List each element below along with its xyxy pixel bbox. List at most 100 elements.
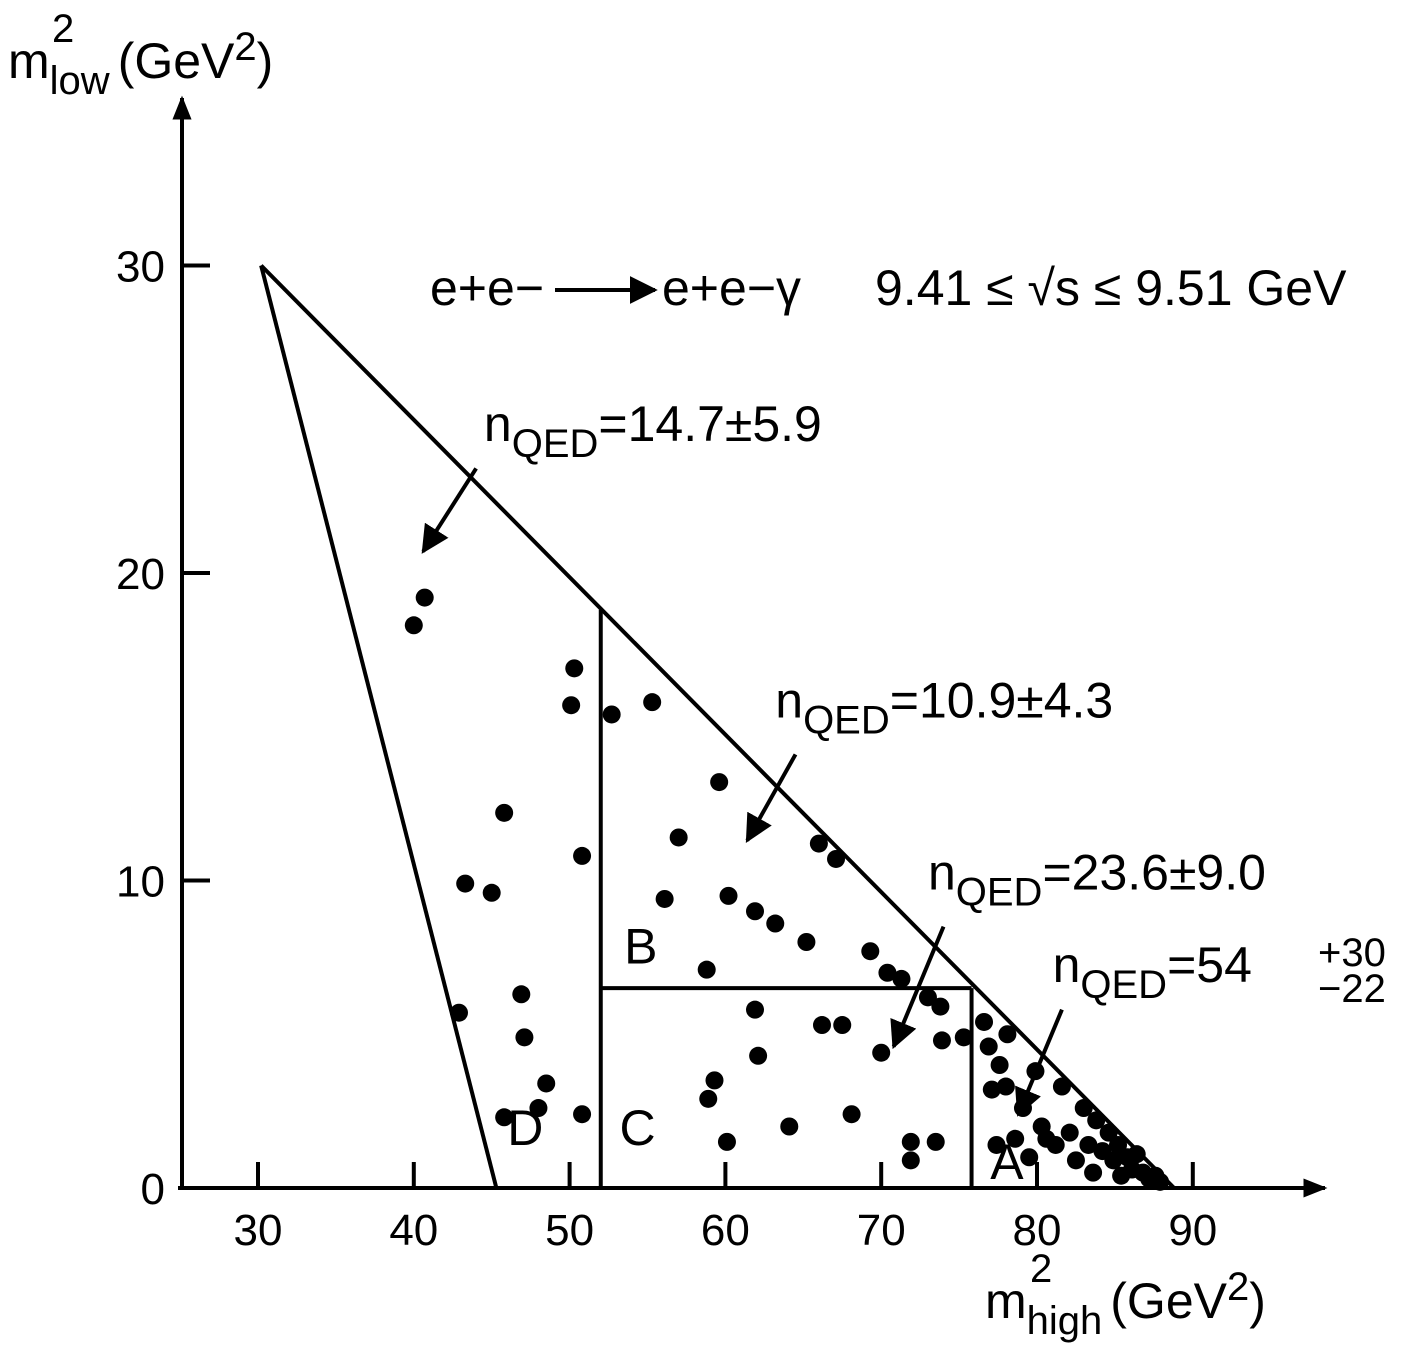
data-point [827,849,846,868]
region-cut-lines [598,609,974,1188]
data-point [697,960,716,979]
data-point [404,616,423,635]
nqed-base: n [928,845,956,901]
reaction-rhs: e+e−γ [662,260,801,316]
data-point [1079,1135,1098,1154]
x-tick-label: 30 [234,1206,283,1255]
data-point [710,773,729,792]
data-point [975,1012,994,1031]
x-tick-label: 80 [1013,1206,1062,1255]
nqed-value: =54 [1167,937,1252,993]
nqed-annotation: nQED=10.9±4.3 [775,673,1113,743]
data-point [495,803,514,822]
y-tick-label: 0 [141,1165,165,1214]
data-point [1006,1129,1025,1148]
data-point [573,1105,592,1124]
x-ticks: 30 40 50 60 70 80 90 [234,1162,1217,1255]
data-point [749,1046,768,1065]
data-point [537,1074,556,1093]
data-point [482,883,501,902]
x-label-unit-sup: 2 [1227,1265,1249,1309]
data-point [1104,1151,1123,1170]
data-point [717,1132,736,1151]
nqed-value: =23.6±9.0 [1042,845,1265,901]
region-label-a: A [990,1134,1024,1190]
x-tick-label: 90 [1168,1206,1217,1255]
nqed-arrow [1015,1008,1064,1117]
x-label-close: ) [1249,1273,1266,1329]
nqed-error-plus: +30 [1318,931,1386,975]
data-point [901,1151,920,1170]
kinematic-boundaries [259,264,1176,1190]
region-label-d: D [507,1100,543,1156]
reaction-lhs: e+e− [430,260,544,316]
data-point [833,1016,852,1035]
data-point [643,693,662,712]
y-label-base: m [8,33,50,89]
data-point [495,1108,514,1127]
region-labels: A B C D [507,919,1024,1190]
x-tick-label: 40 [389,1206,438,1255]
data-point [797,933,816,951]
data-point [932,1031,951,1050]
nqed-value: =10.9±4.3 [890,673,1113,729]
x-label-base: m [985,1273,1027,1329]
nqed-sub: QED [956,871,1043,915]
y-label-sub: low [50,59,110,103]
data-point [1074,1099,1093,1118]
data-point [979,1037,998,1056]
y-tick-label: 20 [116,550,165,599]
y-axis-label: mlow (GeV2) [8,25,273,103]
nqed-annotations: nQED=14.7±5.9nQED=10.9±4.3nQED=23.6±9.0n… [421,396,1386,1117]
data-point [901,1132,920,1151]
data-point [996,1077,1015,1096]
x-tick-label: 60 [701,1206,750,1255]
data-point [529,1099,548,1118]
data-point [565,659,584,678]
data-point [746,902,765,921]
y-tick-label: 10 [116,858,165,907]
inner-boundary-line [259,265,499,1189]
data-point [655,889,674,908]
x-label-sub: high [1027,1299,1103,1343]
data-point [812,1016,831,1035]
data-point [931,997,950,1016]
nqed-sub: QED [512,422,599,466]
data-point [861,942,880,961]
data-point [954,1028,973,1047]
data-point [1060,1123,1079,1142]
nqed-arrow [421,467,478,554]
data-point [1066,1151,1085,1170]
y-tick-label: 30 [116,243,165,292]
data-point [1046,1135,1065,1154]
nqed-error-minus: −22 [1318,967,1386,1011]
data-point [512,985,531,1004]
data-point [780,1117,799,1136]
data-point [926,1132,945,1151]
data-point [878,963,897,982]
data-point [515,1028,534,1047]
data-point [998,1025,1017,1044]
x-label-sup: 2 [1030,1247,1052,1291]
data-point [1099,1123,1118,1142]
region-label-b: B [624,919,657,975]
data-point [699,1089,718,1108]
energy-range: 9.41 ≤ √s ≤ 9.51 GeV [875,260,1347,316]
nqed-annotation: nQED=23.6±9.0 [928,845,1266,915]
data-point [766,914,785,933]
region-label-c: C [619,1100,655,1156]
data-point [1052,1077,1071,1096]
data-point [669,828,688,847]
nqed-base: n [484,396,512,452]
y-ticks: 0 10 20 30 [116,243,210,1214]
data-point [987,1135,1006,1154]
nqed-annotation: nQED=54 [1053,937,1252,1007]
nqed-arrow [745,753,798,843]
data-point [746,1000,765,1019]
y-label-unit-sup: 2 [234,25,256,69]
y-label-close: ) [257,33,274,89]
data-point [1020,1148,1039,1167]
data-point [573,846,592,865]
data-point [872,1043,891,1062]
